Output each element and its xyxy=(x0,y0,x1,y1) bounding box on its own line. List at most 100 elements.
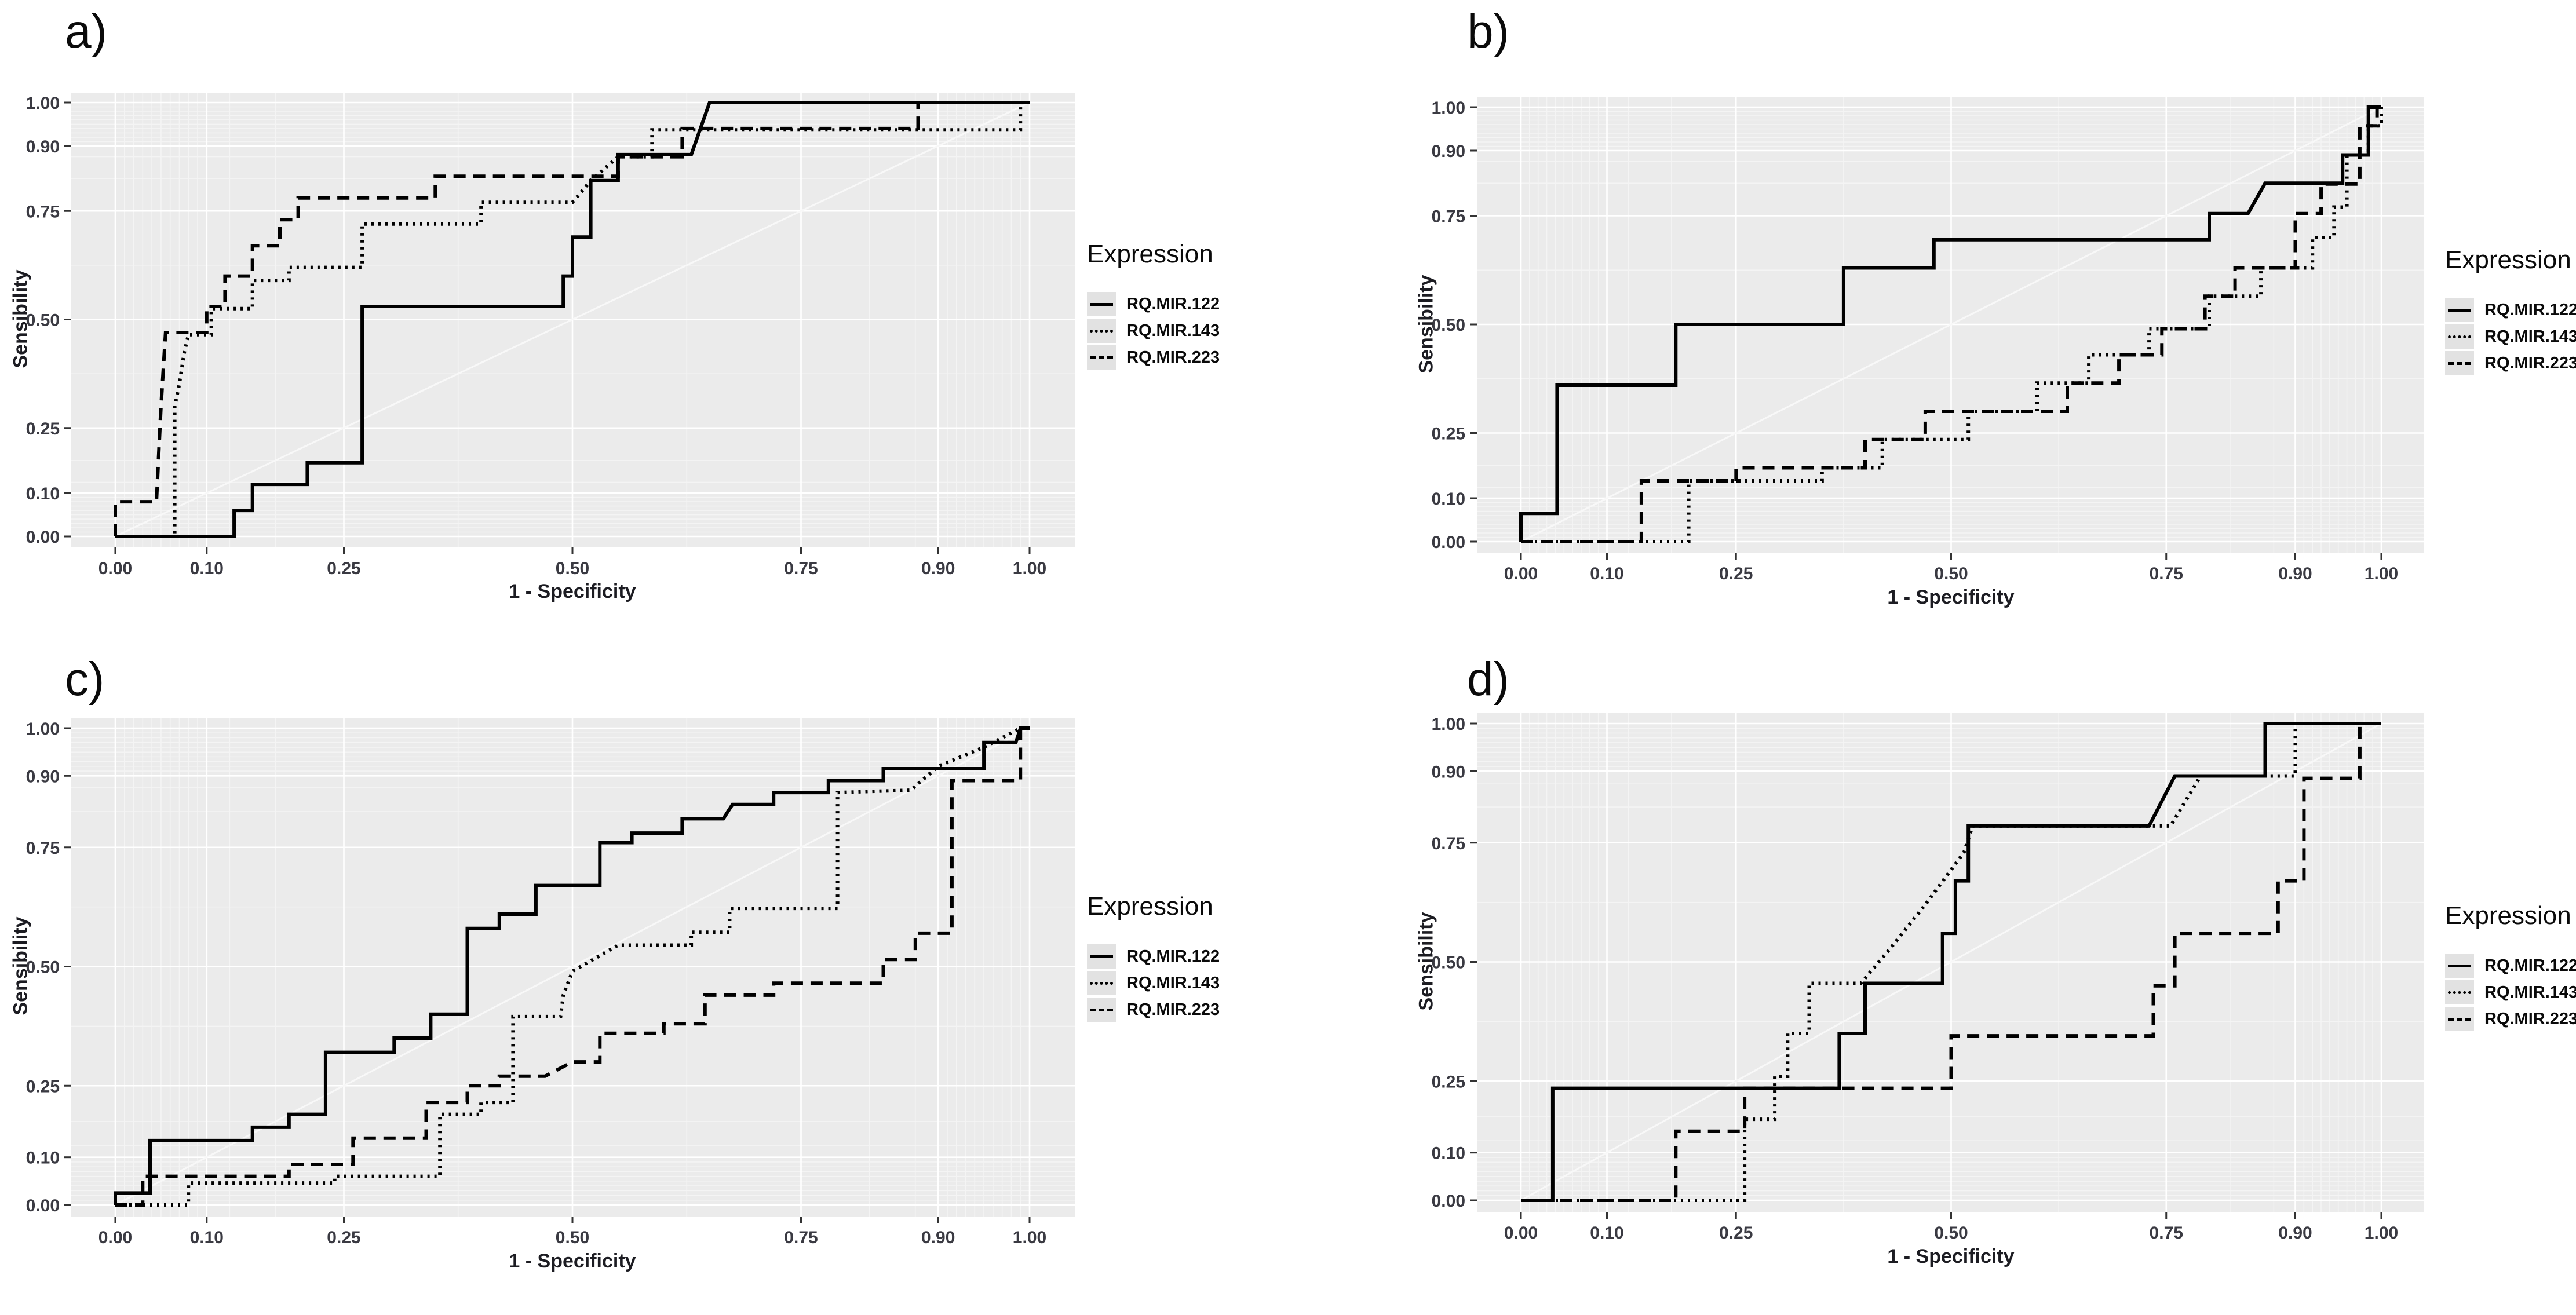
svg-text:0.75: 0.75 xyxy=(784,559,818,578)
svg-text:1.00: 1.00 xyxy=(26,719,60,739)
x-axis-title-d: 1 - Specificity xyxy=(1887,1245,2015,1267)
panel-a-plot: 0.00 0.00 0.10 0.10 0.25 0.25 0.50 0.50 0.75 0.75… xyxy=(26,93,1075,578)
legend-entry-mir223: RQ.MIR.223 xyxy=(2445,351,2576,375)
panel-a-chance-diagonal xyxy=(115,101,1030,538)
panel-b-plot: 0.00 0.00 0.10 0.10 0.25 0.25 0.50 0.50 0.75 0.75… xyxy=(1432,97,2424,583)
svg-text:0.50: 0.50 xyxy=(556,559,589,578)
svg-text:0.00: 0.00 xyxy=(1432,533,1465,552)
legend-title: Expression xyxy=(1087,240,1213,268)
dashed-line-icon xyxy=(2448,361,2471,365)
legend-key-solid xyxy=(1087,292,1116,316)
svg-text:0.90: 0.90 xyxy=(1432,762,1465,781)
legend-key-dashed xyxy=(2445,1007,2474,1031)
panel-c-plot: 0.00 0.00 0.10 0.10 0.25 0.25 0.50 0.50 0.75 0.75… xyxy=(26,718,1075,1247)
svg-text:0.75: 0.75 xyxy=(26,202,60,221)
svg-text:0.25: 0.25 xyxy=(26,419,60,439)
svg-text:1.00: 1.00 xyxy=(1432,98,1465,118)
svg-text:0.25: 0.25 xyxy=(1432,425,1465,444)
panel-d-plot: 0.00 0.00 0.10 0.10 0.25 0.25 0.50 0.50 0.75 0.75… xyxy=(1432,713,2424,1243)
svg-text:0.25: 0.25 xyxy=(1719,1223,1753,1243)
dashed-line-icon xyxy=(1090,356,1113,359)
panel-label-d: d) xyxy=(1467,653,1509,706)
svg-text:0.10: 0.10 xyxy=(1432,1144,1465,1163)
solid-line-icon xyxy=(2448,308,2471,312)
panel-d-chance-diagonal xyxy=(1520,722,2382,1201)
legend-key-dotted xyxy=(2445,324,2474,349)
panel-label-b: b) xyxy=(1467,5,1509,58)
legend-b: Expression RQ.MIR.122 RQ.MIR.143 RQ.MIR.… xyxy=(2445,246,2576,378)
panel-c-curve-RQ.MIR.122 xyxy=(114,726,1030,1205)
legend-entry-mir143: RQ.MIR.143 xyxy=(1087,971,1220,995)
svg-text:0.50: 0.50 xyxy=(1934,564,1968,583)
solid-line-icon xyxy=(1090,955,1113,958)
svg-text:0.10: 0.10 xyxy=(26,484,60,503)
legend-key-dotted xyxy=(1087,319,1116,343)
y-axis-title-d: Sensibility xyxy=(1415,912,1437,1011)
x-axis-title-a: 1 - Specificity xyxy=(509,580,636,602)
svg-text:0.10: 0.10 xyxy=(190,559,224,578)
panel-label-c: c) xyxy=(65,653,105,706)
y-axis-title-c: Sensibility xyxy=(9,916,32,1016)
solid-line-icon xyxy=(2448,964,2471,967)
panel-label-a: a) xyxy=(65,5,107,58)
svg-text:1.00: 1.00 xyxy=(1013,1228,1046,1247)
svg-text:0.10: 0.10 xyxy=(1590,1223,1623,1243)
svg-text:0.90: 0.90 xyxy=(2278,1223,2312,1243)
legend-entry-mir122: RQ.MIR.122 xyxy=(1087,292,1220,316)
panel-a-curve-RQ.MIR.223 xyxy=(114,101,1030,536)
svg-text:0.90: 0.90 xyxy=(2278,564,2312,583)
svg-text:0.00: 0.00 xyxy=(26,528,60,547)
y-axis-title-a: Sensibility xyxy=(9,269,32,368)
panel-c-curve-RQ.MIR.143 xyxy=(115,726,1030,1207)
svg-text:0.25: 0.25 xyxy=(1719,564,1753,583)
svg-text:0.50: 0.50 xyxy=(1432,954,1465,973)
legend-title: Expression xyxy=(2445,901,2571,930)
svg-text:0.50: 0.50 xyxy=(26,311,60,330)
y-axis-title-b: Sensibility xyxy=(1415,275,1437,374)
svg-text:0.00: 0.00 xyxy=(98,559,132,578)
legend-entry-mir143: RQ.MIR.143 xyxy=(2445,980,2576,1004)
svg-text:1.00: 1.00 xyxy=(2365,564,2398,583)
svg-text:0.10: 0.10 xyxy=(26,1149,60,1168)
panel-d-curve-RQ.MIR.122 xyxy=(1521,722,2381,1202)
svg-text:0.00: 0.00 xyxy=(26,1196,60,1215)
panel-c-curve-RQ.MIR.223 xyxy=(115,726,1030,1207)
legend-d: Expression RQ.MIR.122 RQ.MIR.143 RQ.MIR.… xyxy=(2445,901,2576,1033)
x-axis-title-b: 1 - Specificity xyxy=(1887,586,2015,608)
svg-text:0.50: 0.50 xyxy=(1432,316,1465,335)
svg-text:0.00: 0.00 xyxy=(1432,1192,1465,1211)
panel-b-chance-diagonal xyxy=(1520,106,2382,543)
legend-key-solid xyxy=(1087,944,1116,969)
legend-key-dotted xyxy=(1087,971,1116,995)
svg-text:0.90: 0.90 xyxy=(26,137,60,156)
svg-text:0.25: 0.25 xyxy=(26,1077,60,1096)
svg-text:0.75: 0.75 xyxy=(1432,834,1465,853)
svg-text:0.90: 0.90 xyxy=(26,767,60,786)
legend-entry-mir223: RQ.MIR.223 xyxy=(1087,998,1220,1022)
legend-key-solid xyxy=(2445,954,2474,978)
svg-text:0.90: 0.90 xyxy=(1432,142,1465,161)
svg-text:0.75: 0.75 xyxy=(1432,207,1465,227)
svg-text:0.50: 0.50 xyxy=(26,958,60,977)
dashed-line-icon xyxy=(1090,1008,1113,1011)
dashed-line-icon xyxy=(2448,1017,2471,1021)
svg-text:0.00: 0.00 xyxy=(1504,564,1538,583)
legend-entry-mir223: RQ.MIR.223 xyxy=(2445,1007,2576,1031)
legend-key-dashed xyxy=(1087,345,1116,370)
svg-text:0.90: 0.90 xyxy=(921,559,955,578)
panel-d-curve-RQ.MIR.223 xyxy=(1521,722,2381,1202)
svg-text:0.10: 0.10 xyxy=(190,1228,224,1247)
dotted-line-icon xyxy=(1090,981,1113,985)
legend-key-dashed xyxy=(2445,351,2474,375)
legend-entry-mir143: RQ.MIR.143 xyxy=(1087,319,1220,343)
panel-b-curve-RQ.MIR.122 xyxy=(1519,105,2381,542)
svg-text:0.25: 0.25 xyxy=(327,559,360,578)
panel-a-curve-RQ.MIR.122 xyxy=(115,101,1030,538)
svg-text:0.00: 0.00 xyxy=(1504,1223,1538,1243)
svg-text:1.00: 1.00 xyxy=(1432,715,1465,734)
legend-key-dashed xyxy=(1087,998,1116,1022)
solid-line-icon xyxy=(1090,302,1113,306)
panel-d-curve-RQ.MIR.143 xyxy=(1521,722,2381,1202)
svg-text:1.00: 1.00 xyxy=(1013,559,1046,578)
